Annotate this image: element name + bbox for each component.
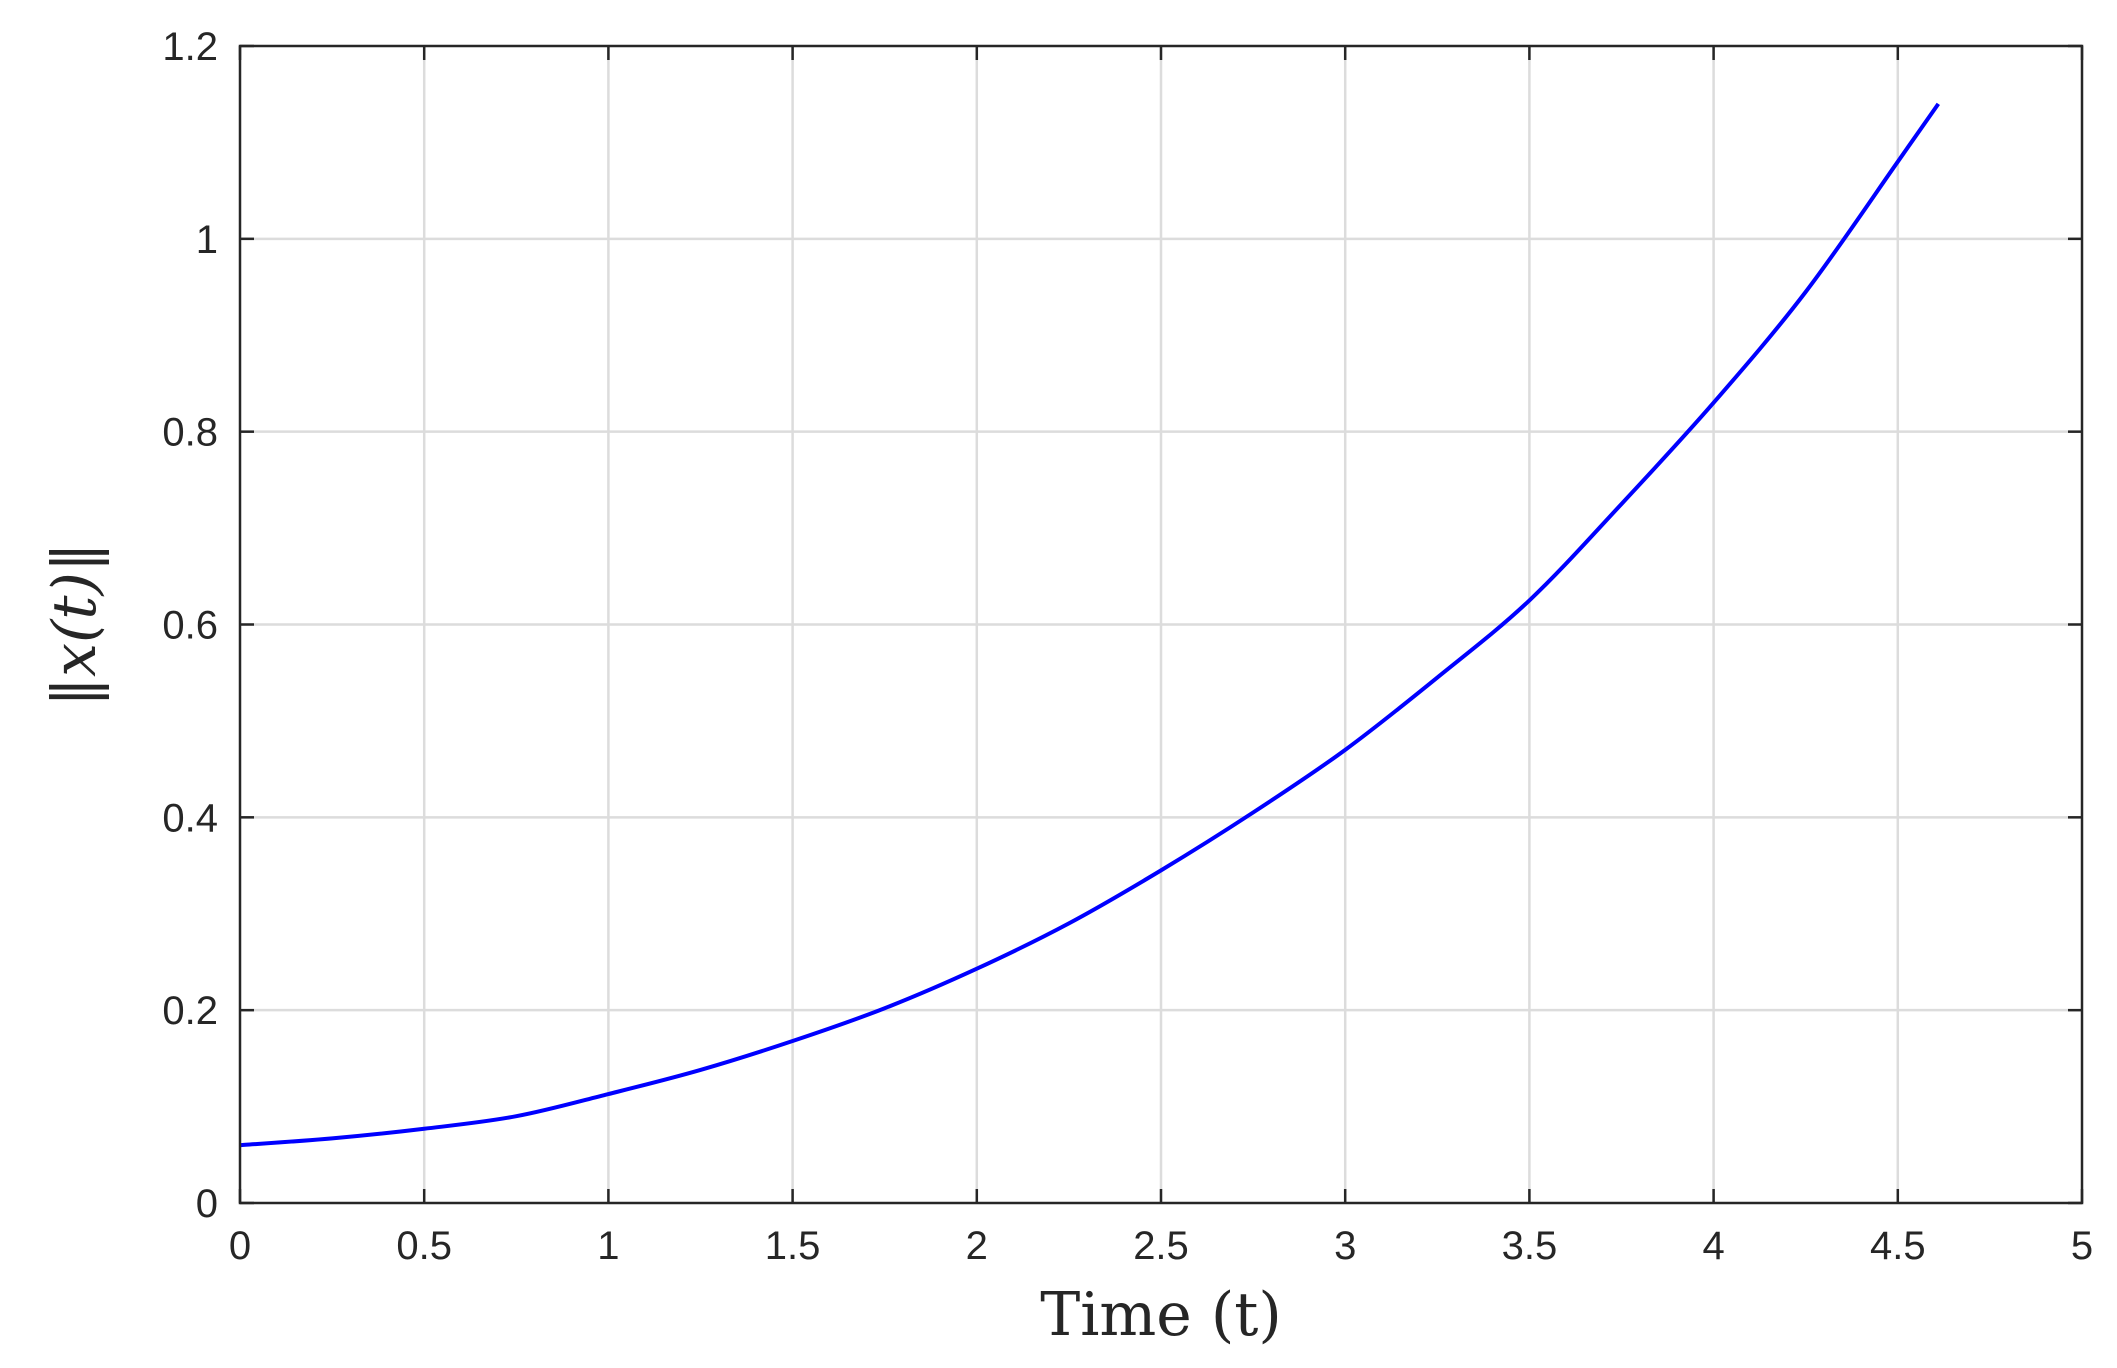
y-tick-label: 0.2: [162, 989, 218, 1033]
y-tick-label: 0.4: [162, 796, 218, 840]
series-group: [239, 102, 1940, 1148]
x-axis-label: Time (t): [1040, 1280, 1282, 1350]
x-tick-label: 3.5: [1502, 1224, 1558, 1268]
x-tick-label: 1.5: [765, 1224, 821, 1268]
x-tick-label: 1: [597, 1224, 619, 1268]
x-tick-label: 2.5: [1133, 1224, 1189, 1268]
x-tick-labels: 0 0.5 1 1.5 2 2.5 3 3.5 4 4.5 5: [229, 1224, 2093, 1268]
x-tick-label: 3: [1334, 1224, 1356, 1268]
y-tick-label: 1.2: [162, 25, 218, 69]
x-tick-label: 4.5: [1870, 1224, 1926, 1268]
series-line: [239, 102, 1940, 1148]
y-tick-label: 0.6: [162, 604, 218, 648]
x-tick-label: 0.5: [396, 1224, 452, 1268]
y-tick-label: 0: [196, 1182, 218, 1226]
grid-lines: [240, 46, 2082, 1203]
x-tick-label: 0: [229, 1224, 251, 1268]
y-tick-label: 1: [196, 218, 218, 262]
axis-ticks: [238, 44, 2084, 1205]
x-tick-label: 5: [2071, 1224, 2093, 1268]
y-tick-label: 0.8: [162, 411, 218, 455]
x-tick-label: 2: [966, 1224, 988, 1268]
x-tick-label: 4: [1702, 1224, 1724, 1268]
y-tick-labels: 0 0.2 0.4 0.6 0.8 1 1.2: [162, 25, 218, 1226]
y-axis-label: ‖x(t)‖: [40, 542, 110, 707]
